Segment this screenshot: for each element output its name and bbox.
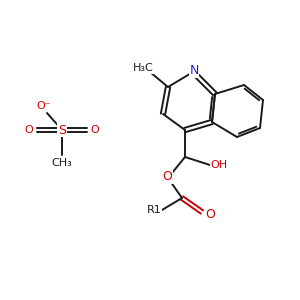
Text: N: N (189, 64, 199, 77)
Text: OH: OH (210, 160, 228, 170)
Text: S: S (58, 124, 66, 136)
Text: H₃C: H₃C (133, 63, 153, 73)
Text: CH₃: CH₃ (52, 158, 72, 168)
Text: O⁻: O⁻ (37, 101, 51, 111)
Text: R1: R1 (147, 205, 161, 215)
Text: O: O (91, 125, 99, 135)
Text: O: O (25, 125, 33, 135)
Text: O: O (162, 170, 172, 184)
Text: O: O (205, 208, 215, 220)
